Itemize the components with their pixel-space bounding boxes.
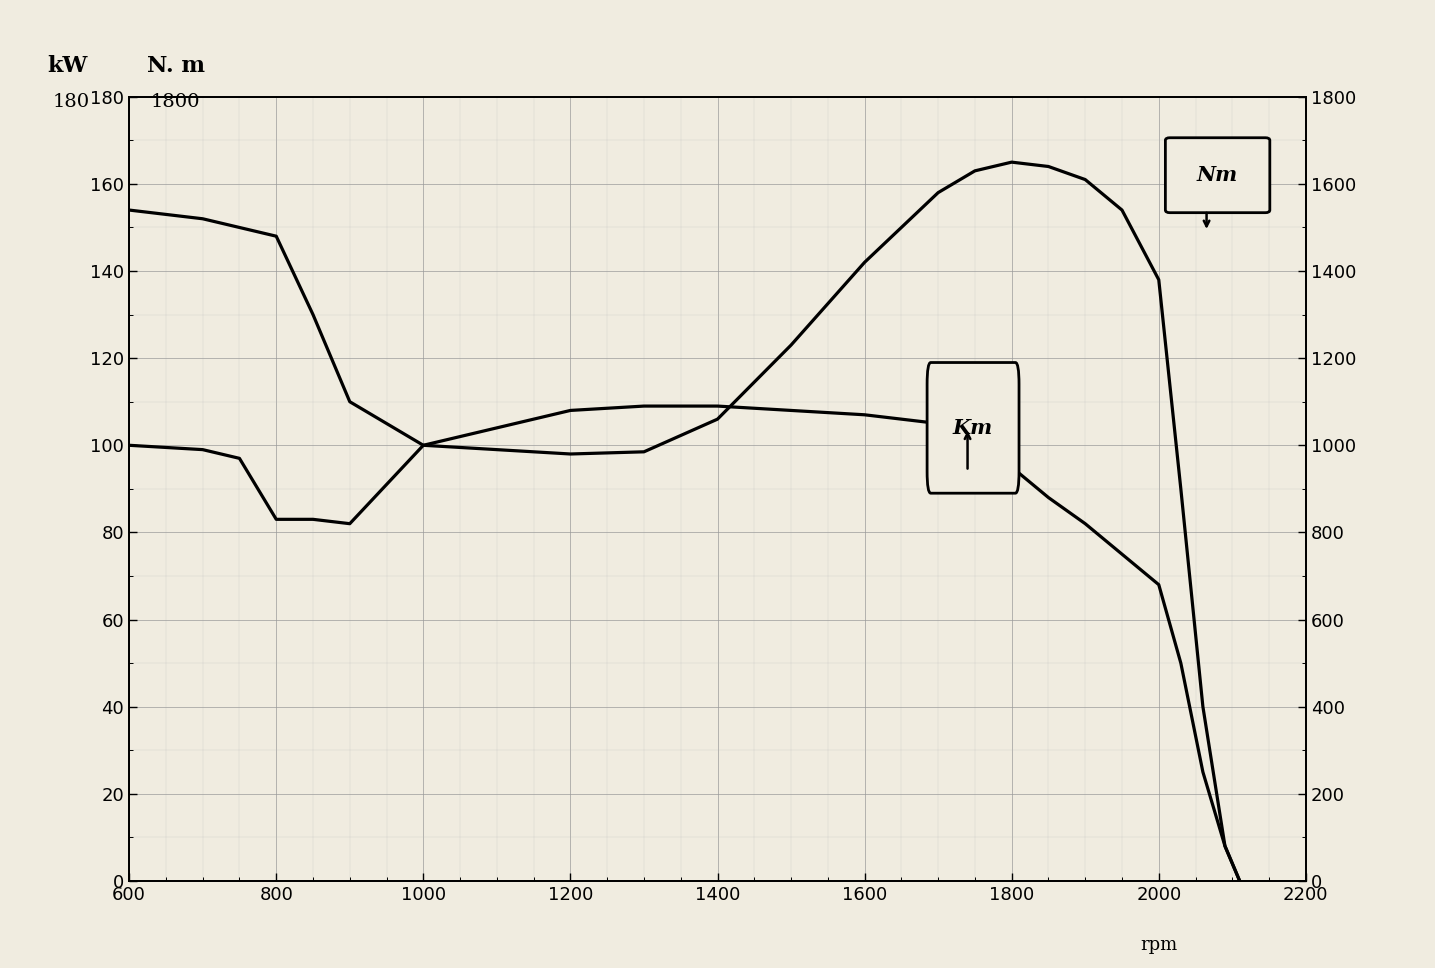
Text: 180: 180 — [53, 93, 90, 111]
FancyBboxPatch shape — [927, 362, 1019, 493]
Text: rpm: rpm — [1141, 936, 1177, 953]
Text: N. m: N. m — [146, 55, 205, 77]
Text: 1800: 1800 — [151, 93, 199, 111]
Text: Km: Km — [953, 418, 993, 438]
Text: kW: kW — [47, 55, 88, 77]
FancyBboxPatch shape — [1165, 137, 1270, 213]
Text: Nm: Nm — [1197, 166, 1238, 185]
